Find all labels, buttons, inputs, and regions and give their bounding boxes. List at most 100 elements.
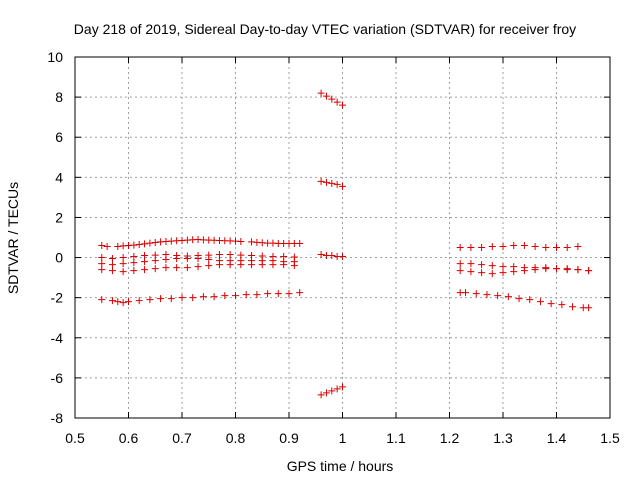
data-point [280, 261, 288, 269]
data-point [328, 252, 336, 260]
data-point [478, 261, 486, 269]
data-point [317, 177, 325, 185]
data-point [547, 300, 555, 308]
series-track-f [317, 89, 346, 109]
data-point [483, 291, 491, 299]
data-point [242, 291, 250, 299]
data-points [98, 89, 593, 399]
data-point [553, 265, 560, 273]
data-point [130, 253, 138, 261]
y-tick-label: 0 [55, 250, 63, 266]
data-point [488, 262, 496, 270]
data-point [151, 257, 159, 265]
data-point [499, 269, 507, 277]
x-tick-label: 0.6 [119, 430, 139, 446]
data-point [472, 290, 480, 298]
data-point [328, 387, 336, 395]
data-point [130, 259, 138, 267]
series-track-a [98, 236, 304, 251]
data-point [456, 244, 464, 252]
data-point [339, 383, 346, 391]
series-track-j [456, 242, 582, 252]
data-point [558, 301, 566, 309]
series-track-m [456, 289, 593, 312]
x-tick-label: 1.1 [386, 430, 406, 446]
data-point [499, 243, 507, 251]
data-point [274, 290, 282, 298]
chart-title: Day 218 of 2019, Sidereal Day-to-day VTE… [74, 21, 576, 37]
data-point [135, 241, 143, 249]
data-point [108, 255, 116, 263]
data-point [510, 242, 518, 250]
data-point [173, 255, 181, 263]
y-tick-label: -8 [51, 410, 64, 426]
series-track-i [317, 383, 346, 399]
x-tick-label: 1 [339, 430, 347, 446]
data-point [467, 268, 475, 276]
data-point [285, 290, 293, 298]
data-point [328, 179, 336, 187]
data-point [333, 98, 341, 106]
x-axis-label: GPS time / hours [287, 458, 394, 474]
data-point [339, 253, 346, 261]
data-point [210, 293, 218, 301]
data-point [119, 254, 127, 262]
y-tick-label: 6 [55, 129, 63, 145]
data-point [114, 298, 122, 306]
data-point [98, 242, 106, 250]
y-tick-label: -4 [51, 330, 64, 346]
data-point [226, 261, 234, 269]
data-point [221, 292, 229, 300]
data-point [542, 244, 550, 252]
x-tick-label: 0.7 [172, 430, 192, 446]
y-tick-label: 4 [55, 169, 63, 185]
data-point [232, 292, 239, 300]
data-point [103, 243, 111, 251]
series-track-g [317, 177, 346, 190]
data-point [130, 267, 138, 275]
data-point [215, 251, 223, 259]
x-tick-label: 1.4 [547, 430, 567, 446]
data-point [322, 92, 330, 100]
data-point [141, 266, 149, 274]
data-point [162, 256, 170, 264]
data-point [157, 295, 165, 303]
data-point [114, 243, 122, 251]
data-point [317, 89, 325, 97]
data-point [290, 262, 298, 270]
data-point [108, 267, 116, 275]
data-point [488, 243, 496, 251]
data-point [585, 267, 593, 275]
data-point [130, 241, 138, 249]
data-point [108, 261, 116, 269]
data-point [199, 293, 207, 301]
data-point [119, 299, 127, 307]
data-point [108, 297, 116, 305]
data-point [119, 260, 127, 268]
data-point [322, 178, 330, 186]
data-point [456, 260, 464, 268]
series-track-e [98, 289, 304, 307]
y-axis-label: SDTVAR / TECUs [5, 182, 21, 294]
data-point [504, 293, 512, 301]
data-point [333, 180, 341, 188]
series-track-h [317, 251, 346, 261]
data-point [248, 261, 256, 269]
data-point [499, 263, 507, 271]
data-point [531, 243, 539, 251]
data-point [520, 267, 528, 275]
data-point [151, 265, 159, 273]
data-point [162, 264, 170, 272]
data-point [322, 389, 330, 397]
data-point [563, 244, 571, 252]
data-point [135, 297, 143, 305]
data-point [98, 260, 106, 268]
data-point [339, 182, 346, 190]
data-point [494, 292, 502, 300]
series-track-c [98, 255, 298, 269]
data-point [296, 240, 304, 248]
data-point [194, 263, 202, 271]
y-tick-label: 2 [55, 209, 63, 225]
data-point [141, 252, 149, 260]
